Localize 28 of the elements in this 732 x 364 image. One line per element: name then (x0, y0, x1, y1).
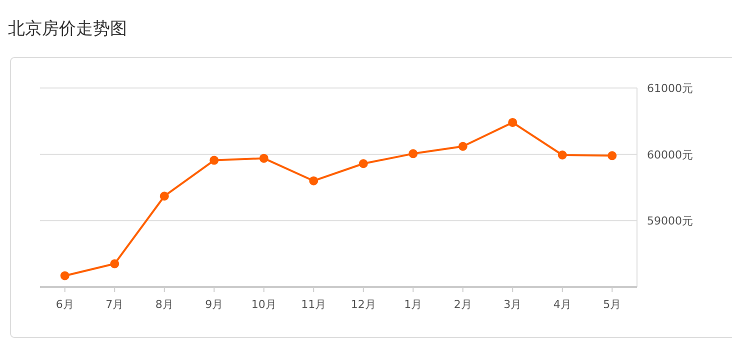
x-tick-label: 10月 (251, 298, 276, 311)
x-tick-label: 3月 (504, 298, 522, 311)
point (458, 142, 468, 151)
point (210, 156, 219, 165)
point (60, 271, 70, 280)
point (408, 149, 418, 158)
x-tick-label: 8月 (155, 298, 174, 311)
y-tick-label: 60000元 (647, 148, 693, 162)
point (608, 151, 617, 160)
point (508, 118, 518, 127)
x-tick-label: 4月 (553, 298, 572, 311)
point (558, 150, 567, 160)
point (110, 259, 120, 268)
x-tick-label: 11月 (301, 298, 326, 311)
y-tick-label: 59000元 (647, 214, 693, 228)
x-tick-label: 5月 (603, 298, 622, 311)
chart-title: 北京房价走势图 (8, 19, 127, 39)
x-tick-label: 7月 (106, 298, 124, 311)
point (160, 192, 169, 201)
y-tick-label: 61000元 (647, 82, 693, 95)
x-tick-label: 2月 (454, 298, 472, 311)
point (309, 176, 318, 186)
x-tick-label: 1月 (404, 298, 422, 311)
x-tick-label: 9月 (205, 298, 224, 311)
x-tick-label: 12月 (350, 298, 376, 311)
point (358, 159, 368, 168)
point (259, 154, 268, 163)
x-tick-label: 6月 (56, 298, 74, 311)
